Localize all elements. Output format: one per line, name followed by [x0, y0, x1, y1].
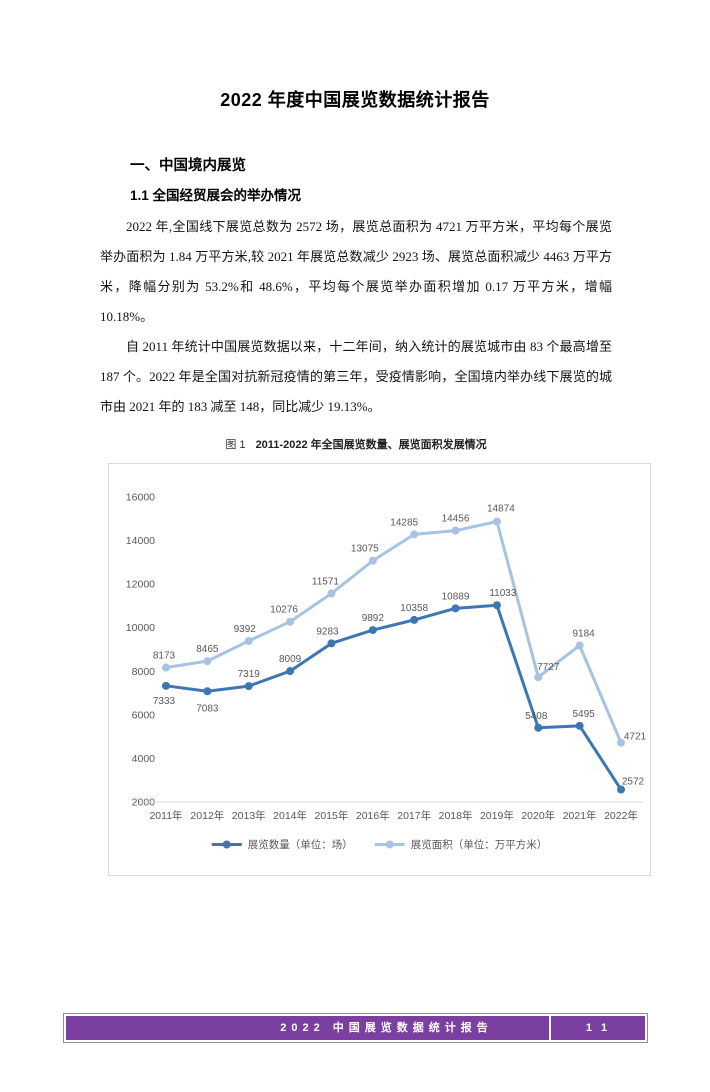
data-point: [162, 663, 170, 672]
data-point: [617, 785, 625, 794]
x-axis-tick-label: 2013年: [232, 809, 266, 822]
legend-marker-dot: [385, 840, 394, 849]
data-point: [203, 687, 212, 696]
x-axis-tick-label: 2011年: [149, 809, 182, 822]
data-point: [410, 530, 419, 539]
data-label: 2572: [622, 777, 645, 788]
paragraph-2: 自 2011 年统计中国展览数据以来，十二年间，纳入统计的展览城市由 83 个最…: [100, 339, 612, 414]
paragraph-1: 2022 年,全国线下展览总数为 2572 场，展览总面积为 4721 万平方米…: [100, 219, 612, 324]
data-label: 5495: [573, 709, 596, 720]
data-label: 10276: [270, 605, 298, 616]
x-axis-tick-label: 2020年: [521, 809, 555, 822]
legend-label: 展览面积（单位：万平方米）: [411, 838, 548, 851]
data-point: [368, 556, 377, 565]
page-title: 2022 年度中国展览数据统计报告: [220, 90, 490, 110]
data-point: [203, 657, 212, 666]
data-point: [286, 617, 295, 626]
data-label: 9892: [362, 613, 385, 624]
data-point: [327, 589, 336, 598]
footer-bar: 2022 中国展览数据统计报告 1 1: [63, 1013, 648, 1043]
subsection-heading: 1.1 全国经贸展会的举办情况: [130, 188, 302, 203]
data-label: 11033: [489, 588, 517, 599]
data-point: [492, 517, 501, 526]
line-chart-svg: 2000400060008000100001200014000160002011…: [126, 492, 647, 852]
data-point: [286, 667, 295, 676]
data-label: 14285: [390, 517, 418, 528]
data-point: [451, 526, 460, 535]
y-axis-tick-label: 8000: [132, 666, 156, 678]
y-axis-tick-label: 16000: [126, 492, 155, 504]
x-axis-tick-label: 2017年: [397, 809, 431, 822]
x-axis-tick-label: 2016年: [356, 809, 390, 822]
series-line-1: [164, 520, 623, 745]
data-label: 9184: [573, 628, 596, 639]
y-axis-tick-label: 10000: [126, 622, 155, 634]
data-label: 14874: [487, 504, 515, 515]
data-point: [534, 673, 543, 682]
data-point: [534, 723, 543, 732]
x-axis-tick-label: 2022年: [604, 809, 638, 822]
body-text: 2022 年,全国线下展览总数为 2572 场，展览总面积为 4721 万平方米…: [100, 212, 612, 422]
x-axis-tick-label: 2019年: [480, 809, 514, 822]
series-line-0: [164, 603, 623, 792]
data-label: 10358: [400, 603, 428, 614]
figure-chart: 2000 4000 6000 8000 10000 12000 14000 16000 2011…: [108, 463, 651, 876]
data-label: 9392: [234, 624, 257, 635]
data-label: 4721: [624, 732, 647, 743]
data-label: 11571: [312, 576, 340, 587]
data-label: 7319: [238, 669, 261, 680]
section-heading: 一、中国境内展览: [130, 158, 246, 174]
data-label: 8173: [153, 651, 176, 662]
data-label: 8465: [196, 644, 219, 655]
data-label: 7333: [153, 696, 176, 707]
data-point: [575, 641, 584, 650]
x-axis-tick-label: 2015年: [315, 809, 349, 822]
data-point: [410, 615, 419, 624]
y-axis-tick-label: 14000: [126, 535, 155, 547]
data-label: 7727: [537, 662, 560, 673]
figure-caption-text: 2011-2022 年全国展览数量、展览面积发展情况: [255, 439, 487, 451]
x-axis-tick-label: 2014年: [273, 809, 307, 822]
data-point: [327, 639, 336, 648]
y-axis-tick-label: 6000: [132, 709, 156, 721]
data-point: [575, 721, 584, 730]
figure-caption: 图 1 2011-2022 年全国展览数量、展览面积发展情况: [100, 438, 612, 453]
x-axis-tick-label: 2012年: [190, 809, 224, 822]
data-label: 13075: [351, 544, 379, 555]
data-point: [617, 738, 625, 747]
y-axis-tick-label: 4000: [132, 753, 156, 765]
data-label: 7083: [196, 703, 219, 714]
y-axis-tick-label: 12000: [126, 579, 155, 591]
legend-marker-dot: [222, 840, 231, 849]
data-label: 5408: [525, 711, 548, 722]
data-point: [244, 636, 253, 645]
data-label: 8009: [279, 654, 302, 665]
data-label: 14456: [442, 514, 470, 525]
data-label: 9283: [316, 626, 339, 637]
x-axis-tick-label: 2021年: [563, 809, 597, 822]
figure-number: 图 1: [225, 439, 246, 451]
legend-label: 展览数量（单位：场）: [248, 838, 353, 851]
footer-report-title: 2022 中国展览数据统计报告: [66, 1016, 549, 1040]
data-point: [162, 681, 170, 690]
x-axis-tick-label: 2018年: [439, 809, 473, 822]
data-point: [492, 601, 501, 610]
data-point: [244, 682, 253, 691]
data-point: [451, 604, 460, 613]
data-point: [368, 626, 377, 635]
data-label: 10889: [442, 591, 470, 602]
footer-page-number: 1 1: [551, 1016, 645, 1040]
